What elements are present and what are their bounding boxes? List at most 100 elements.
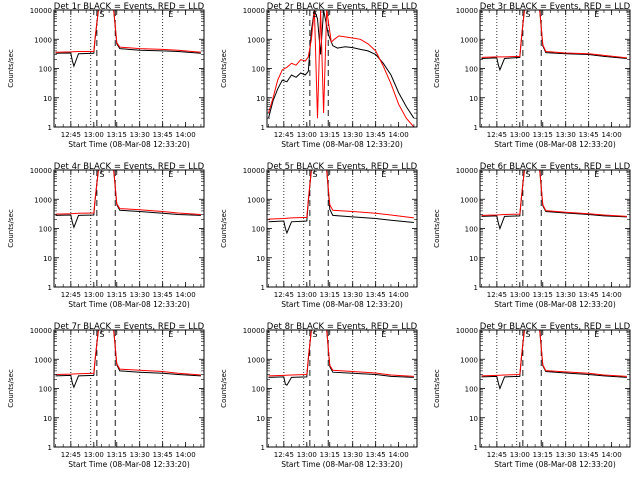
y-tick-label: 10: [43, 255, 52, 263]
x-tick-label: 13:00: [84, 291, 104, 299]
end-marker-label: E: [594, 170, 599, 179]
x-tick-label: 13:00: [297, 451, 317, 459]
x-axis-label: Start Time (08-Mar-08 12:33:20): [281, 300, 403, 309]
x-tick-label: 13:30: [556, 131, 576, 139]
x-axis-label: Start Time (08-Mar-08 12:33:20): [68, 300, 190, 309]
lld-series-line: [481, 170, 627, 217]
series-group: [55, 330, 201, 389]
x-tick-label: 14:00: [389, 291, 409, 299]
series-group: [268, 170, 414, 235]
panel-title: Det 4r BLACK = Events, RED = LLD: [54, 162, 205, 172]
events-series-line: [55, 330, 201, 389]
y-axis-label: Counts/sec: [433, 209, 441, 248]
y-tick-label: 10000: [456, 327, 478, 335]
y-tick-label: 1: [48, 444, 52, 452]
x-tick-label: 14:00: [176, 291, 196, 299]
end-marker-label: E: [168, 330, 173, 339]
plot-frame: [53, 329, 205, 448]
x-tick-label: 13:00: [510, 291, 530, 299]
lld-series-line: [268, 170, 414, 220]
x-tick-label: 13:15: [320, 291, 340, 299]
x-tick-label: 14:00: [602, 451, 622, 459]
y-tick-label: 100: [39, 386, 52, 394]
x-tick-label: 12:45: [274, 291, 294, 299]
x-tick-label: 13:45: [153, 131, 173, 139]
end-marker-label: E: [168, 170, 173, 179]
lld-series-line: [55, 170, 201, 215]
series-group: [481, 10, 627, 72]
x-tick-label: 12:45: [61, 131, 81, 139]
y-tick-label: 10: [469, 255, 478, 263]
x-tick-label: 12:45: [61, 451, 81, 459]
y-tick-label: 10000: [243, 167, 265, 175]
x-axis-label: Start Time (08-Mar-08 12:33:20): [68, 140, 190, 149]
x-tick-label: 12:45: [487, 451, 507, 459]
x-tick-label: 13:30: [130, 291, 150, 299]
x-tick-label: 12:45: [274, 451, 294, 459]
y-tick-label: 1000: [34, 196, 52, 204]
y-tick-label: 1000: [247, 36, 265, 44]
x-tick-label: 12:45: [61, 291, 81, 299]
panel-title: Det 1r BLACK = Events, RED = LLD: [54, 2, 205, 12]
y-tick-label: 1000: [460, 356, 478, 364]
x-tick-label: 14:00: [176, 451, 196, 459]
x-axis-label: Start Time (08-Mar-08 12:33:20): [281, 140, 403, 149]
start-marker-label: S: [525, 10, 530, 19]
x-tick-label: 13:30: [343, 451, 363, 459]
x-tick-label: 13:15: [107, 451, 127, 459]
x-tick-label: 13:15: [320, 131, 340, 139]
events-series-line: [268, 170, 414, 235]
series-group: [55, 170, 201, 229]
plot-frame: [479, 169, 631, 288]
events-series-line: [55, 10, 201, 68]
x-tick-label: 14:00: [176, 131, 196, 139]
start-marker-label: S: [99, 170, 104, 179]
x-tick-label: 12:45: [487, 131, 507, 139]
x-tick-label: 13:45: [579, 291, 599, 299]
y-tick-label: 10: [469, 95, 478, 103]
y-axis-label: Counts/sec: [7, 209, 15, 248]
y-axis-label: Counts/sec: [220, 209, 228, 248]
end-marker-label: E: [168, 10, 173, 19]
x-tick-label: 13:00: [84, 131, 104, 139]
plot-frame: [479, 9, 631, 128]
y-tick-label: 10000: [243, 7, 265, 15]
y-axis-label: Counts/sec: [220, 49, 228, 88]
x-tick-label: 12:45: [487, 291, 507, 299]
x-tick-label: 14:00: [389, 131, 409, 139]
x-tick-label: 12:45: [274, 131, 294, 139]
plot-frame: [479, 329, 631, 448]
end-marker-label: E: [594, 330, 599, 339]
y-tick-label: 100: [465, 66, 478, 74]
events-series-line: [481, 10, 627, 72]
y-tick-label: 10000: [30, 167, 52, 175]
y-tick-label: 1: [474, 124, 478, 132]
x-tick-label: 14:00: [389, 451, 409, 459]
start-marker-label: S: [525, 170, 530, 179]
y-tick-label: 100: [39, 226, 52, 234]
x-tick-label: 13:30: [343, 131, 363, 139]
x-tick-label: 13:00: [297, 291, 317, 299]
y-tick-label: 10: [469, 415, 478, 423]
y-tick-label: 100: [252, 386, 265, 394]
x-tick-label: 13:30: [556, 451, 576, 459]
series-group: [481, 330, 627, 391]
panel-title: Det 6r BLACK = Events, RED = LLD: [480, 162, 631, 172]
x-tick-label: 13:15: [107, 131, 127, 139]
y-tick-label: 1: [48, 124, 52, 132]
y-tick-label: 100: [465, 226, 478, 234]
y-axis-label: Counts/sec: [433, 49, 441, 88]
y-tick-label: 1000: [34, 36, 52, 44]
x-tick-label: 13:45: [366, 451, 386, 459]
lld-series-line: [55, 330, 201, 376]
y-tick-label: 10: [256, 255, 265, 263]
y-tick-label: 100: [39, 66, 52, 74]
y-tick-label: 10: [256, 415, 265, 423]
x-axis-label: Start Time (08-Mar-08 12:33:20): [68, 460, 190, 469]
y-tick-label: 1: [474, 444, 478, 452]
